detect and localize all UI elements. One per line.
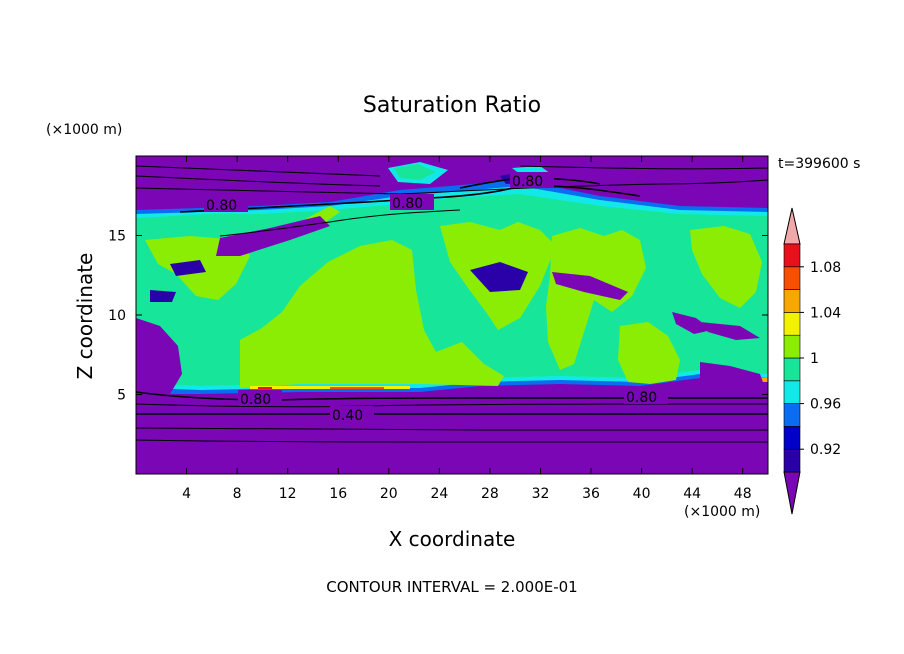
contour-label-bg-6 [330, 406, 374, 422]
dry-blob-2 [552, 272, 628, 300]
upper-pocket-2 [394, 164, 436, 180]
colorbar-tick-label: 1.04 [810, 305, 841, 321]
dry-blob-8 [170, 260, 206, 276]
colorbar-segment [783, 334, 801, 359]
contour-label-bg-5 [624, 388, 668, 404]
x-tick-label: 12 [279, 486, 297, 502]
contour-0-80-lower [136, 391, 768, 401]
dry-blob-1 [470, 262, 528, 292]
dry-blob-7 [150, 290, 176, 302]
dry-blob-4 [700, 322, 760, 340]
chart-title: Saturation Ratio [363, 93, 541, 118]
contour-inner-1 [219, 209, 461, 237]
dry-blob-6 [700, 362, 768, 396]
contour-label-2: 0.80 [392, 196, 423, 212]
x-tick-label: 48 [734, 486, 752, 502]
contour-label-3: 0.80 [512, 174, 543, 190]
x-tick-label: 28 [481, 486, 499, 502]
colorbar-segment [783, 380, 801, 404]
x-tick-label: 8 [233, 486, 242, 502]
dry-blob-5 [136, 318, 182, 396]
x-axis: 4 8 12 16 20 24 28 32 36 40 44 48 [182, 156, 752, 502]
contour-label-bg-3 [510, 172, 554, 188]
colorbar-segment [783, 448, 801, 473]
y-tick-label: 15 [108, 229, 126, 245]
region-band-1-02-right-b [618, 322, 680, 384]
colorbar-segment [783, 289, 801, 313]
colorbar-bottom-triangle [783, 471, 801, 515]
x-tick-label: 16 [329, 486, 347, 502]
x-tick-label: 4 [182, 486, 191, 502]
y-tick-label: 5 [117, 388, 126, 404]
x-tick-label: 20 [380, 486, 398, 502]
heatmap-field [136, 156, 768, 474]
region-band-1-02-far-right [690, 226, 762, 308]
dry-blob-3 [672, 312, 712, 334]
time-label: t=399600 s [778, 156, 860, 172]
colorbar-top-triangle [783, 207, 801, 245]
region-band-1-10 [258, 387, 272, 389]
contour-upper-1 [136, 165, 381, 177]
contour-label-5: 0.80 [626, 390, 657, 406]
contour-label-bg-2 [390, 194, 434, 210]
colorbar-tick-label: 1 [810, 351, 819, 367]
colorbar-segment [783, 403, 801, 427]
colorbar-segment [783, 243, 801, 268]
contour-label-bg-1 [204, 196, 248, 212]
contour-lower-2 [136, 427, 768, 431]
contour-upper-4 [519, 165, 768, 170]
contour-label-bg-4 [238, 390, 282, 406]
y-tick-label: 10 [108, 308, 126, 324]
colorbar-segment [783, 266, 801, 290]
x-axis-unit: (×1000 m) [684, 504, 760, 520]
colorbar-segment [783, 426, 801, 450]
x-tick-label: 44 [683, 486, 701, 502]
x-tick-label: 24 [430, 486, 448, 502]
region-band-1-02-right-a [546, 228, 646, 370]
contour-label-6: 0.40 [332, 408, 363, 424]
y-axis-unit: (×1000 m) [46, 122, 122, 138]
contour-label-1: 0.80 [206, 198, 237, 214]
colorbar-segment [783, 357, 801, 382]
contour-lower-1 [136, 403, 768, 408]
colorbar-tick-label: 0.96 [810, 397, 841, 413]
colorbar-tick-label: 1.08 [810, 260, 841, 276]
contour-upper-2 [136, 175, 381, 187]
y-axis-title: Z coordinate [73, 253, 97, 380]
x-axis-title: X coordinate [389, 527, 516, 551]
contour-interval-note: CONTOUR INTERVAL = 2.000E-01 [326, 578, 577, 596]
colorbar-segment [783, 312, 801, 336]
x-tick-label: 40 [633, 486, 651, 502]
x-tick-label: 32 [532, 486, 550, 502]
contour-upper-3 [136, 179, 768, 195]
colorbar: 0.92 0.96 1 1.04 1.08 [783, 207, 841, 515]
region-band-1-08 [330, 387, 384, 389]
y-axis: 5 10 15 [108, 229, 768, 404]
contour-lines [136, 165, 768, 443]
x-tick-label: 36 [582, 486, 600, 502]
region-band-1-02-main [240, 240, 504, 388]
contour-label-4: 0.80 [240, 392, 271, 408]
colorbar-tick-label: 0.92 [810, 442, 841, 458]
contour-lower-3 [136, 439, 768, 443]
